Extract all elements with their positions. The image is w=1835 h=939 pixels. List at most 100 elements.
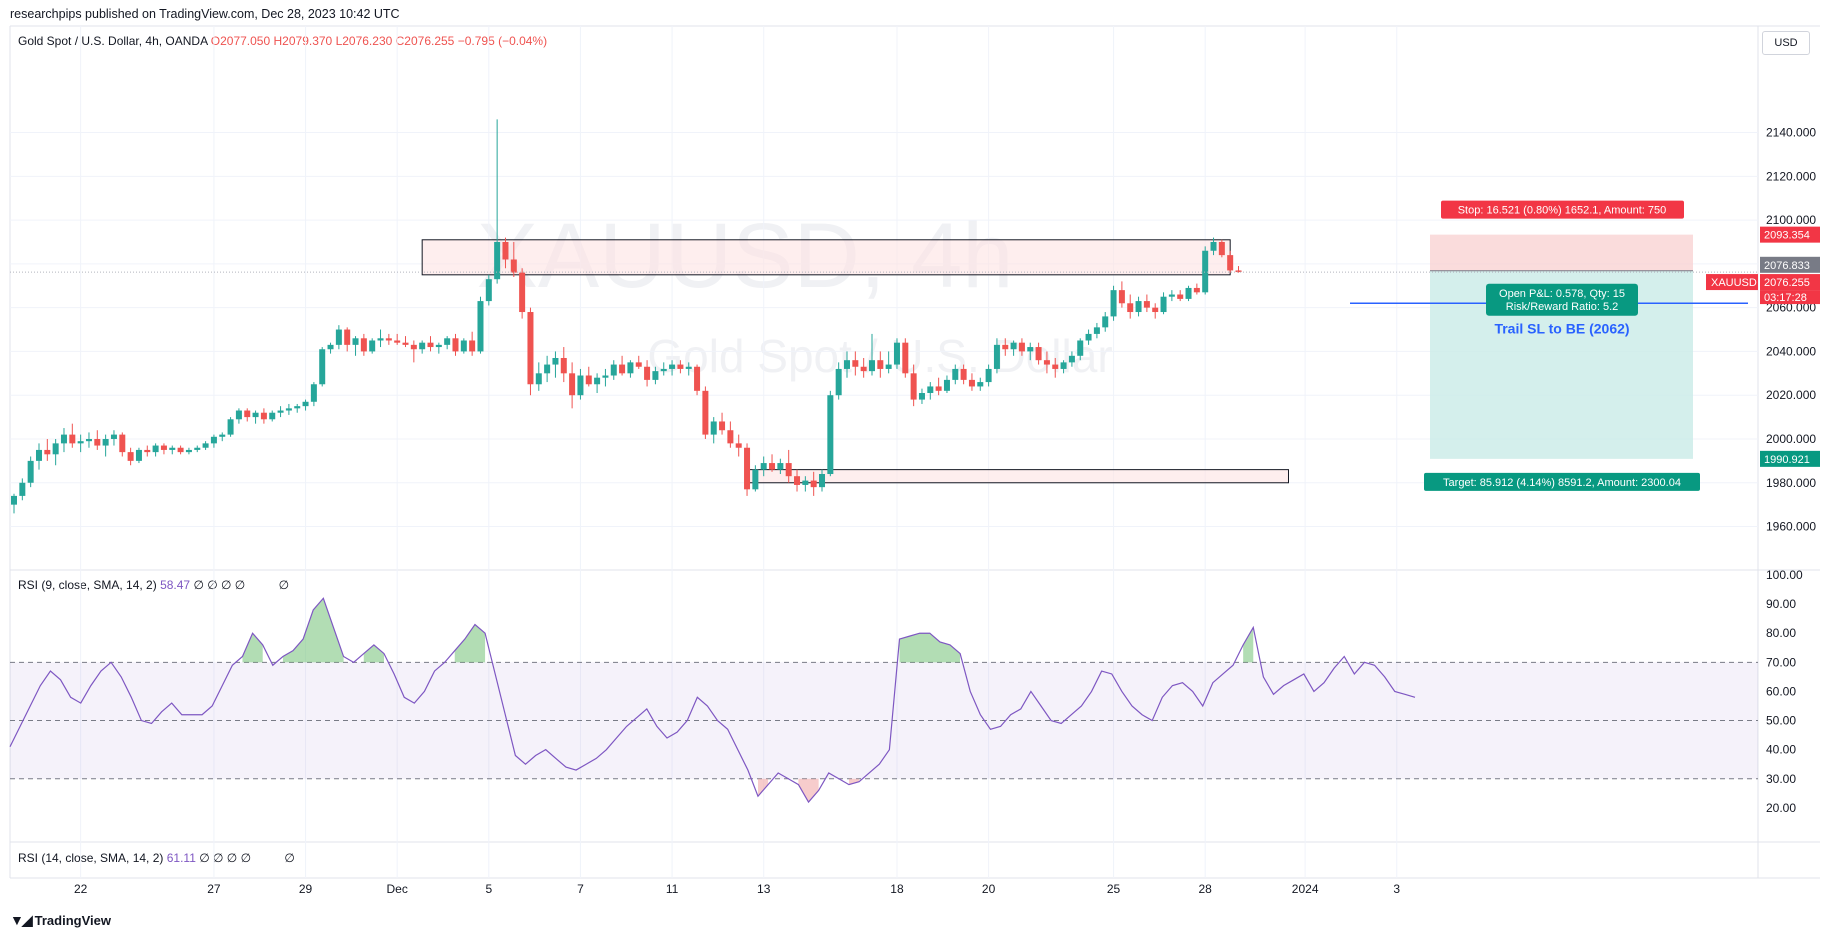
time-tick-label: 25 bbox=[1107, 882, 1121, 896]
candle-body bbox=[69, 434, 76, 444]
stop-price-badge-bg bbox=[1760, 226, 1820, 243]
candle-body bbox=[177, 447, 184, 453]
candle-body bbox=[1002, 344, 1009, 350]
candle-body bbox=[402, 342, 409, 345]
rsi9-legend[interactable]: RSI (9, close, SMA, 14, 2) 58.47 ∅ ∅ ∅ ∅… bbox=[18, 578, 289, 592]
rsi14-extra: ∅ ∅ ∅ ∅ bbox=[199, 851, 252, 865]
candle-body bbox=[327, 344, 334, 350]
candle-body bbox=[685, 366, 692, 369]
target-label-bg bbox=[1424, 472, 1700, 491]
pnl-line-1: Open P&L: 0.578, Qty: 15 bbox=[1499, 288, 1625, 300]
candle-body bbox=[669, 364, 676, 369]
axis-layer: 2140.0002120.0002100.0002080.0002060.000… bbox=[74, 126, 1816, 896]
rsi-tick-label: 100.00 bbox=[1766, 568, 1803, 582]
candle bbox=[1168, 290, 1175, 302]
candle bbox=[1093, 322, 1100, 339]
tradingview-logo[interactable]: ▼◢ TradingView bbox=[10, 912, 111, 929]
candle bbox=[477, 296, 484, 354]
candle bbox=[144, 445, 151, 457]
candle bbox=[1227, 250, 1234, 273]
rsi9-extra2: ∅ bbox=[278, 578, 290, 592]
candle-body bbox=[452, 338, 459, 352]
candle bbox=[27, 456, 34, 488]
price-tick-label: 2000.000 bbox=[1766, 432, 1816, 446]
candle-body bbox=[85, 438, 92, 442]
candle-body bbox=[369, 340, 376, 352]
candle-body bbox=[394, 340, 401, 343]
candle-body bbox=[810, 480, 817, 488]
candle-body bbox=[102, 438, 109, 446]
symbol-legend[interactable]: Gold Spot / U.S. Dollar, 4h, OANDA O2077… bbox=[18, 34, 547, 48]
rsi-line bbox=[9, 597, 1416, 804]
candle-body bbox=[519, 272, 526, 313]
candle-body bbox=[769, 463, 776, 470]
symbol-badge: XAUUSD bbox=[1711, 277, 1757, 289]
candle-body bbox=[1235, 270, 1242, 273]
candle bbox=[310, 382, 317, 407]
candle bbox=[19, 478, 26, 501]
candle bbox=[444, 336, 451, 350]
candle-body bbox=[1177, 294, 1184, 299]
candle-body bbox=[360, 338, 367, 352]
rsi-tick-label: 70.00 bbox=[1766, 655, 1796, 669]
candle-body bbox=[677, 364, 684, 369]
position-tool[interactable]: Stop: 16.521 (0.80%) 1652.1, Amount: 750… bbox=[10, 200, 1758, 491]
candle bbox=[552, 351, 559, 378]
candle bbox=[427, 336, 434, 352]
candle-body bbox=[11, 495, 17, 505]
candle-body bbox=[727, 430, 734, 444]
candle bbox=[44, 438, 51, 461]
candle bbox=[1035, 342, 1042, 365]
candle bbox=[235, 408, 242, 424]
candle-body bbox=[827, 395, 834, 475]
candle-body bbox=[1210, 241, 1217, 251]
countdown-badge-bg bbox=[1760, 290, 1820, 305]
candle bbox=[1177, 290, 1184, 302]
candle bbox=[385, 333, 392, 345]
tradingview-mark-icon: ▼◢ bbox=[10, 912, 33, 928]
candle-body bbox=[127, 452, 134, 461]
candle-body bbox=[94, 438, 101, 446]
candle bbox=[460, 338, 467, 354]
last-price-badge: 2076.255 bbox=[1764, 277, 1810, 289]
candle-body bbox=[868, 360, 875, 372]
candle-body bbox=[1043, 360, 1050, 365]
candle bbox=[610, 360, 617, 380]
candle-body bbox=[77, 441, 84, 444]
candle-body bbox=[1018, 342, 1025, 352]
candle bbox=[544, 355, 551, 383]
candle-body bbox=[977, 382, 984, 387]
candle bbox=[677, 360, 684, 374]
rsi-tick-label: 60.00 bbox=[1766, 684, 1796, 698]
candle-body bbox=[594, 377, 601, 385]
candle bbox=[527, 307, 534, 396]
candle-body bbox=[602, 375, 609, 378]
pnl-label-bg bbox=[1486, 283, 1638, 316]
publisher-line: researchpips published on TradingView.co… bbox=[10, 7, 400, 21]
candle bbox=[1185, 285, 1192, 302]
rsi14-legend[interactable]: RSI (14, close, SMA, 14, 2) 61.11 ∅ ∅ ∅ … bbox=[18, 851, 295, 865]
candle bbox=[469, 331, 476, 356]
candle bbox=[419, 340, 426, 354]
candle-body bbox=[694, 366, 701, 391]
candle-body bbox=[943, 379, 950, 391]
candle bbox=[85, 432, 92, 448]
candle bbox=[968, 373, 975, 391]
candle bbox=[360, 333, 367, 356]
candle-body bbox=[844, 360, 850, 369]
currency-selector[interactable]: USD bbox=[1762, 31, 1810, 55]
candle bbox=[835, 362, 842, 400]
candle bbox=[369, 338, 376, 354]
candle bbox=[644, 360, 651, 387]
candle-body bbox=[1193, 287, 1200, 293]
candle bbox=[1210, 237, 1217, 256]
candle-body bbox=[19, 482, 26, 496]
candle-body bbox=[1077, 340, 1084, 356]
candle-body bbox=[1060, 362, 1067, 369]
candle-body bbox=[169, 447, 176, 450]
candle-body bbox=[210, 436, 217, 444]
candle-body bbox=[744, 447, 751, 490]
candle-body bbox=[1035, 347, 1042, 361]
candle bbox=[1085, 329, 1092, 345]
